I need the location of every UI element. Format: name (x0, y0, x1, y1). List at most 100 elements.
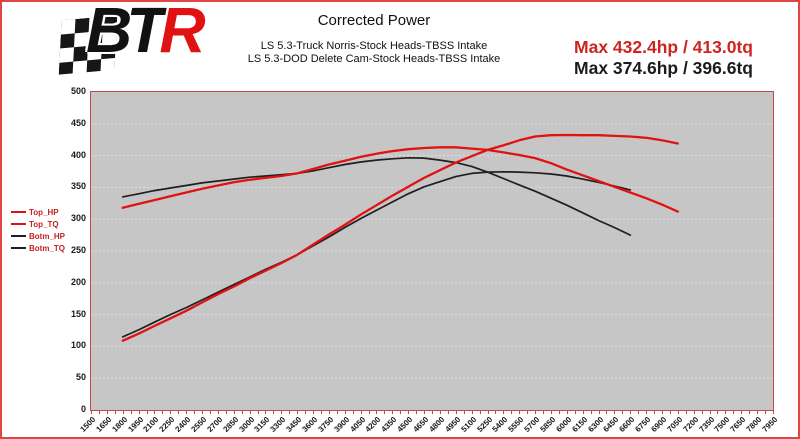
series-top_hp (121, 133, 679, 342)
x-tick-mark (352, 411, 354, 414)
legend-line-swatch (11, 211, 26, 213)
legend-label: Botm_TQ (29, 243, 65, 253)
x-tick-mark (749, 411, 751, 414)
x-tick-mark (376, 411, 378, 414)
x-tick-mark (741, 411, 743, 414)
x-tick-mark (186, 411, 188, 414)
legend-line-swatch (11, 223, 26, 225)
x-tick-mark (392, 411, 394, 414)
x-tick-mark (98, 411, 100, 414)
y-tick-label: 150 (70, 308, 86, 319)
x-tick-mark (384, 411, 386, 414)
x-tick-mark (400, 411, 402, 414)
x-tick-mark (439, 411, 441, 414)
x-tick-mark (170, 411, 172, 414)
x-tick-mark (693, 411, 695, 414)
y-tick-label: 300 (70, 213, 86, 224)
legend-line-swatch (11, 247, 26, 249)
chart-title: Corrected Power (317, 12, 431, 29)
x-tick-mark (677, 411, 679, 414)
x-tick-mark (154, 411, 156, 414)
x-tick-mark (519, 411, 521, 414)
subtitle-line-1: LS 5.3-Truck Norris-Stock Heads-TBSS Int… (260, 40, 488, 52)
legend-item-botm_tq: Botm_TQ (11, 242, 65, 254)
chart-subtitle: LS 5.3-Truck Norris-Stock Heads-TBSS Int… (124, 40, 624, 66)
x-tick-mark (265, 411, 267, 414)
x-tick-mark (130, 411, 132, 414)
x-tick-mark (233, 411, 235, 414)
x-tick-mark (566, 411, 568, 414)
legend-label: Top_TQ (29, 219, 59, 229)
x-tick-mark (550, 411, 552, 414)
x-tick-mark (606, 411, 608, 414)
y-tick-label: 450 (70, 117, 86, 128)
legend-label: Top_HP (29, 207, 59, 217)
x-tick-mark (313, 411, 315, 414)
x-tick-mark (225, 411, 227, 414)
x-tick-mark (590, 411, 592, 414)
x-tick-mark (535, 411, 537, 414)
x-tick-mark (344, 411, 346, 414)
x-tick-mark (447, 411, 449, 414)
x-tick-mark (622, 411, 624, 414)
x-tick-mark (416, 411, 418, 414)
y-tick-label: 100 (70, 340, 86, 351)
x-tick-mark (178, 411, 180, 414)
x-tick-mark (249, 411, 251, 414)
x-tick-mark (765, 411, 767, 414)
y-tick-label: 400 (70, 149, 86, 160)
x-tick-mark (511, 411, 513, 414)
x-tick-mark (368, 411, 370, 414)
x-tick-mark (598, 411, 600, 414)
btr-logo-text: BTR (86, 0, 206, 67)
x-tick-mark (122, 411, 124, 414)
x-tick-mark (638, 411, 640, 414)
max-readout: Max 432.4hp / 413.0tq Max 374.6hp / 396.… (574, 37, 753, 79)
x-tick-mark (709, 411, 711, 414)
x-tick-mark (574, 411, 576, 414)
x-tick-mark (320, 411, 322, 414)
x-tick-mark (106, 411, 108, 414)
x-tick-mark (336, 411, 338, 414)
max-top-readout: Max 432.4hp / 413.0tq (574, 37, 753, 57)
y-tick-label: 0 (80, 404, 86, 414)
btr-logo: BTR (58, 2, 243, 84)
x-tick-mark (360, 411, 362, 414)
x-tick-mark (773, 411, 774, 414)
x-tick-mark (273, 411, 275, 414)
x-tick-mark (424, 411, 426, 414)
x-tick-mark (328, 411, 330, 414)
x-tick-mark (471, 411, 473, 414)
x-tick-mark (479, 411, 481, 414)
x-tick-mark (281, 411, 283, 414)
max-bottom-readout: Max 374.6hp / 396.6tq (574, 58, 753, 78)
subtitle-line-2: LS 5.3-DOD Delete Cam-Stock Heads-TBSS I… (247, 53, 501, 65)
x-tick-mark (408, 411, 410, 414)
x-tick-mark (495, 411, 497, 414)
x-tick-mark (503, 411, 505, 414)
y-tick-label: 50 (75, 372, 86, 383)
x-tick-mark (209, 411, 211, 414)
x-tick-mark (305, 411, 307, 414)
x-tick-mark (669, 411, 671, 414)
x-tick-mark (257, 411, 259, 414)
x-tick-mark (654, 411, 656, 414)
x-tick-mark (701, 411, 703, 414)
legend-line-swatch (11, 235, 26, 237)
x-tick-mark (614, 411, 616, 414)
logo-letter-red: R (159, 0, 205, 66)
y-tick-label: 200 (70, 276, 86, 287)
x-tick-mark (455, 411, 457, 414)
legend: Top_HP Top_TQ Botm_HP Botm_TQ (11, 206, 65, 254)
series-top_tq (121, 146, 679, 213)
plot-area (90, 91, 774, 411)
y-tick-label: 500 (70, 86, 86, 96)
chart-canvas (91, 123, 773, 379)
x-tick-mark (527, 411, 529, 414)
legend-item-botm_hp: Botm_HP (11, 230, 65, 242)
x-tick-mark (138, 411, 140, 414)
series-botm_hp (121, 170, 632, 338)
x-tick-mark (463, 411, 465, 414)
legend-item-top_tq: Top_TQ (11, 218, 65, 230)
x-tick-mark (558, 411, 560, 414)
